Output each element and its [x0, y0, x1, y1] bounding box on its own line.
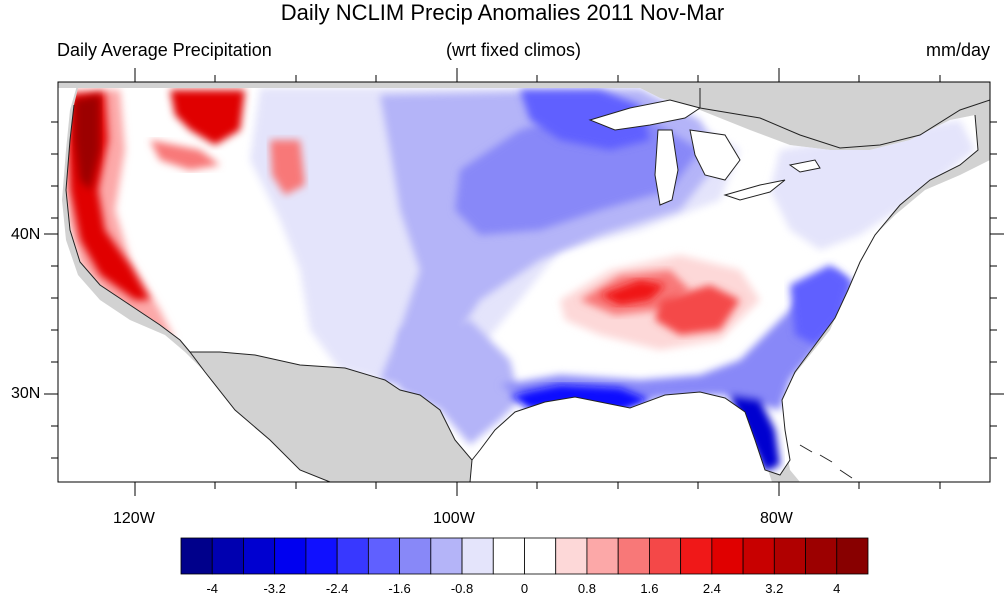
- colorbar-swatch: [492, 537, 525, 575]
- mexico: [189, 351, 473, 482]
- subtitle-left: Daily Average Precipitation: [57, 40, 272, 60]
- colorbar-swatch: [461, 537, 494, 575]
- colorbar-swatch: [680, 537, 713, 575]
- anomaly-cascades: [75, 95, 100, 190]
- anomaly-rockies-north: [170, 90, 245, 145]
- map-frame: [57, 81, 991, 483]
- colorbar-label: -0.8: [450, 581, 474, 596]
- colorbar-swatch: [524, 537, 557, 575]
- bahamas: [799, 444, 853, 479]
- colorbar-label: -2.4: [325, 581, 349, 596]
- axis-ticks: [44, 68, 1004, 496]
- canada-west: [58, 82, 990, 88]
- lake-ontario: [788, 159, 821, 173]
- colorbar-swatch: [711, 537, 744, 575]
- anomaly-texas: [400, 320, 520, 445]
- colorbar-swatch: [399, 537, 432, 575]
- colorbar-label: 4: [833, 581, 841, 596]
- lon-label-100w: 100W: [433, 510, 475, 527]
- colorbar-swatch: [649, 537, 682, 575]
- colorbar-swatch: [243, 537, 276, 575]
- colorbar-label: 2.4: [702, 581, 721, 596]
- lake-huron: [689, 129, 741, 181]
- anomaly-gulf-coast: [500, 270, 855, 410]
- colorbar-label: 0: [520, 581, 529, 596]
- colorbar-swatch: [430, 537, 463, 575]
- subtitle-center: (wrt fixed climos): [446, 40, 582, 60]
- colorbar-swatch: [586, 537, 619, 575]
- gulf-of-mexico: [470, 390, 772, 482]
- great-lakes: [588, 99, 821, 206]
- anomaly-light-blue-east: [770, 120, 975, 250]
- colorbar-label: 3.2: [765, 581, 784, 596]
- anomaly-wyoming: [270, 140, 305, 195]
- anomaly-blue-core: [520, 90, 650, 150]
- colorbar-swatch: [836, 537, 869, 575]
- colorbar-swatch: [336, 537, 369, 575]
- lake-erie: [723, 179, 786, 201]
- lon-label-120w: 120W: [113, 510, 155, 527]
- anomaly-red-east: [655, 285, 740, 335]
- anomaly-idaho: [150, 140, 220, 170]
- colorbar-label: 1.6: [640, 581, 659, 596]
- anomaly-red-core: [600, 280, 665, 305]
- lake-michigan: [654, 129, 679, 206]
- colorbar-swatch: [211, 537, 244, 575]
- colorbar-label: -1.6: [388, 581, 411, 596]
- plot-title: Daily NCLIM Precip Anomalies 2011 Nov-Ma…: [280, 0, 725, 25]
- colorbar-swatch: [773, 537, 806, 575]
- lake-superior: [588, 99, 702, 131]
- colorbar-swatch: [617, 537, 650, 575]
- colorbar: [180, 537, 869, 575]
- colorbar-swatch: [742, 537, 775, 575]
- lon-label-80w: 80W: [760, 510, 793, 527]
- us-coastline: [65, 104, 979, 476]
- colorbar-swatch: [180, 537, 213, 575]
- colorbar-swatch: [305, 537, 338, 575]
- canada-east: [699, 82, 990, 149]
- colorbar-label: -4: [206, 581, 218, 596]
- pacific-ocean: [58, 82, 330, 482]
- colorbar-label: -3.2: [263, 581, 286, 596]
- anomaly-field: [66, 88, 975, 472]
- map-panel: [58, 82, 990, 482]
- lat-label-40n: 40N: [11, 226, 41, 243]
- lat-label-30n: 30N: [11, 385, 41, 402]
- atlantic-ocean: [780, 82, 990, 482]
- colorbar-swatch: [367, 537, 400, 575]
- colorbar-swatch: [555, 537, 588, 575]
- subtitle-units: mm/day: [925, 40, 990, 60]
- colorbar-swatch: [274, 537, 307, 575]
- colorbar-swatch: [805, 537, 838, 575]
- colorbar-label: 0.8: [577, 581, 596, 596]
